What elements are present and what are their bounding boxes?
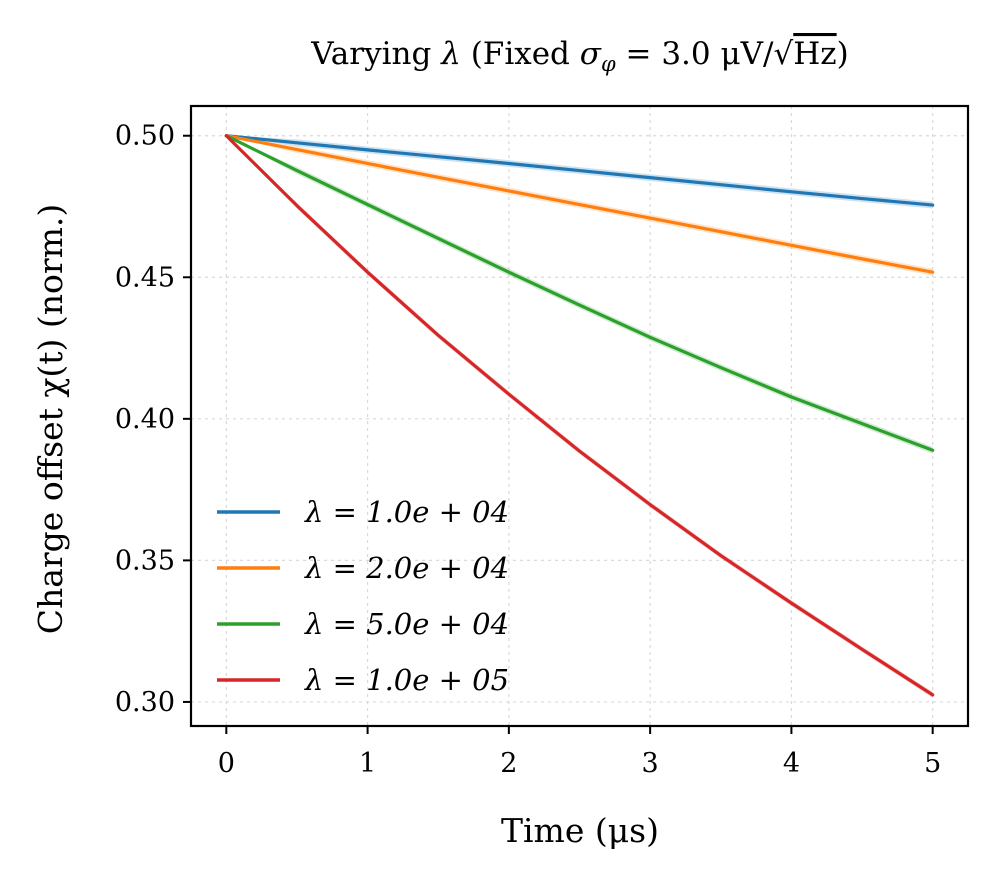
chart-title: Varying λ (Fixed σφ = 3.0 μV/√Hz): [310, 36, 848, 76]
x-axis: 0 1 2 3 4 5: [218, 726, 941, 779]
y-axis-label: Charge offset χ(t) (norm.): [31, 204, 70, 635]
plot-frame: [189, 104, 970, 728]
y-tick-label-0: 0.30: [115, 687, 175, 718]
legend-label-3: λ = 1.0e + 05: [304, 663, 509, 697]
title-unit: μV/: [721, 36, 775, 72]
x-tick-label-0: 0: [218, 748, 235, 779]
title-close: ): [837, 36, 849, 72]
series-line-1: [224, 134, 935, 274]
title-fixed: (Fixed: [461, 36, 580, 72]
series-band-2: [226, 135, 933, 454]
series-line-3: [224, 134, 935, 697]
x-tick-label-5: 5: [924, 748, 941, 779]
title-sigma: σ: [580, 36, 602, 72]
y-tick-label-1: 0.35: [115, 545, 175, 576]
y-tick-label-4: 0.50: [115, 121, 175, 152]
title-hz: Hz: [793, 36, 836, 72]
title-lambda: λ: [439, 36, 461, 72]
y-axis: 0.30 0.35 0.40 0.45 0.50: [115, 121, 191, 718]
legend: λ = 1.0e + 04 λ = 2.0e + 04 λ = 5.0e + 04 λ…: [217, 495, 509, 697]
series-lines: [224, 134, 935, 697]
series-line-2: [224, 134, 935, 452]
title-value: = 3.0: [616, 36, 721, 72]
title-sigma-subscript: φ: [601, 52, 616, 76]
grid: [191, 106, 968, 726]
y-tick-label-3: 0.45: [115, 262, 175, 293]
legend-label-2: λ = 5.0e + 04: [304, 607, 509, 641]
y-tick-label-2: 0.40: [115, 404, 175, 435]
legend-label-1: λ = 2.0e + 04: [304, 551, 509, 585]
x-tick-label-3: 3: [642, 748, 659, 779]
x-tick-label-4: 4: [783, 748, 800, 779]
x-axis-label: Time (μs): [501, 811, 659, 850]
x-tick-label-1: 1: [359, 748, 376, 779]
series-line-0: [224, 134, 935, 207]
title-prefix: Varying: [310, 36, 441, 72]
title-sqrt: √: [773, 36, 793, 72]
legend-label-0: λ = 1.0e + 04: [304, 495, 509, 529]
x-tick-label-2: 2: [500, 748, 517, 779]
